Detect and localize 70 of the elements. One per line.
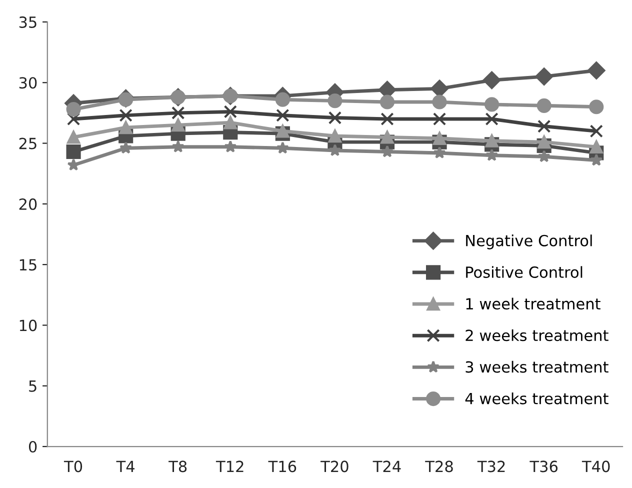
point xyxy=(119,120,132,134)
point xyxy=(380,145,394,158)
point xyxy=(276,108,290,122)
point xyxy=(328,129,342,143)
point xyxy=(172,118,185,132)
point xyxy=(590,140,603,154)
y-tick-label: 30 xyxy=(19,77,37,89)
y-tick-label: 5 xyxy=(29,380,36,392)
y-tick-label: 10 xyxy=(20,320,37,332)
point xyxy=(485,134,498,148)
point xyxy=(119,108,132,122)
point xyxy=(380,94,395,110)
point xyxy=(66,130,80,144)
point xyxy=(275,92,290,107)
point xyxy=(328,94,342,108)
point xyxy=(485,112,498,126)
legend-label: 1 week treatment xyxy=(466,298,600,310)
x-tick-label: T40 xyxy=(582,460,610,472)
y-tick-label: 20 xyxy=(19,198,37,210)
legend-label: 3 weeks treatment xyxy=(466,360,608,373)
y-tick-label: 25 xyxy=(19,138,36,150)
point xyxy=(484,97,500,112)
point xyxy=(66,102,81,117)
point xyxy=(485,148,498,161)
x-tick-label: T4 xyxy=(116,460,134,472)
point xyxy=(432,132,446,146)
point xyxy=(224,140,237,152)
x-tick-label: T8 xyxy=(168,460,187,472)
point xyxy=(328,111,342,124)
point xyxy=(66,112,80,126)
point xyxy=(172,106,185,120)
point xyxy=(535,68,553,86)
legend-label: 2 weeks treatment xyxy=(466,329,608,342)
point xyxy=(380,130,394,144)
point xyxy=(380,112,394,126)
x-tick-label: T12 xyxy=(216,460,244,472)
legend-label: Negative Control xyxy=(466,234,592,250)
x-tick-label: T28 xyxy=(425,460,453,472)
point xyxy=(224,105,237,118)
y-tick-label: 0 xyxy=(28,440,37,453)
point xyxy=(66,144,81,160)
point xyxy=(590,154,603,166)
x-tick-label: T0 xyxy=(64,460,82,472)
point xyxy=(276,142,290,154)
legend-label: Positive Control xyxy=(466,266,582,278)
point xyxy=(172,140,184,152)
point xyxy=(537,135,551,149)
point xyxy=(590,124,603,138)
point xyxy=(587,62,606,80)
point xyxy=(589,100,604,114)
point xyxy=(432,94,447,110)
y-tick-label: 15 xyxy=(20,259,36,271)
point xyxy=(276,124,290,138)
x-tick-label: T24 xyxy=(372,460,401,472)
point xyxy=(433,146,446,159)
point xyxy=(482,71,501,90)
point xyxy=(119,142,132,154)
y-tick-label: 35 xyxy=(19,16,36,28)
point xyxy=(67,158,80,171)
x-tick-label: T16 xyxy=(268,460,296,472)
point xyxy=(537,120,551,133)
legend-label: 4 weeks treatment xyxy=(465,392,608,404)
x-tick-label: T20 xyxy=(320,460,348,472)
point xyxy=(538,150,550,162)
point xyxy=(224,116,237,130)
point xyxy=(432,112,446,126)
point xyxy=(328,144,342,156)
x-tick-label: T36 xyxy=(530,460,558,472)
point xyxy=(536,98,552,113)
x-tick-label: T32 xyxy=(477,460,505,472)
